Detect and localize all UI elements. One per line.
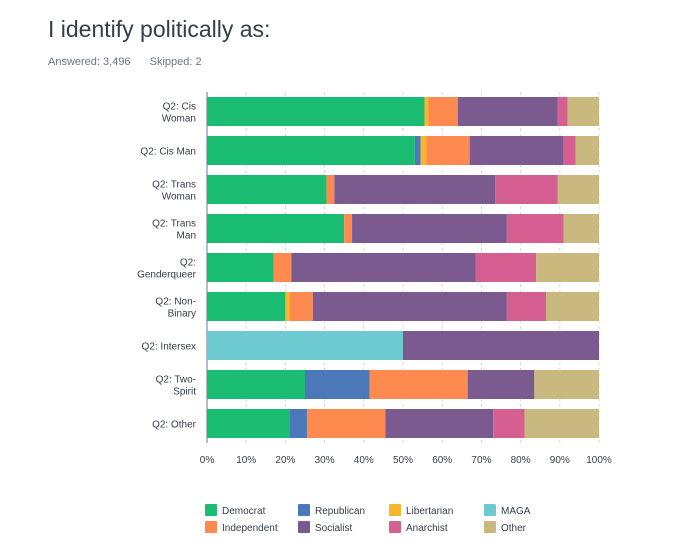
bar-segment: [207, 214, 345, 243]
legend-item: Independent: [205, 521, 278, 534]
bar-segment: [352, 214, 507, 243]
bar-segment: [467, 370, 535, 399]
bar-segment: [273, 253, 292, 282]
bar-segment: [306, 409, 386, 438]
bar-segment: [575, 136, 599, 165]
legend-item: Anarchist: [389, 521, 448, 534]
category-label: Q2: Cis Man: [140, 147, 196, 158]
bar-segment: [414, 136, 421, 165]
bar-segment: [207, 136, 415, 165]
bar-segment: [563, 214, 599, 243]
bar-segment: [534, 370, 599, 399]
bar-segment: [420, 136, 427, 165]
bar-segment: [207, 292, 286, 321]
legend-swatch: [389, 521, 401, 533]
bar-segment: [344, 214, 353, 243]
legend-swatch: [205, 504, 217, 516]
bar-segment: [557, 97, 568, 126]
bar-segment: [207, 97, 425, 126]
legend-item: MAGA: [484, 504, 530, 517]
category-label: Q2: Genderqueer: [137, 258, 197, 281]
bar-segment: [524, 409, 599, 438]
bar-segment: [457, 97, 558, 126]
legend-swatch: [484, 521, 496, 533]
page-title: I identify politically as:: [48, 16, 271, 42]
x-tick-label: 20%: [275, 455, 295, 466]
category-label: Q2: Cis Woman: [162, 102, 196, 125]
legend-label: Other: [501, 523, 527, 534]
skipped-count: Skipped: 2: [149, 56, 202, 68]
legend-label: Independent: [222, 523, 278, 534]
bar-segment: [493, 409, 525, 438]
category-label: Q2: Non-Binary: [155, 297, 196, 320]
legend-item: Other: [484, 521, 526, 534]
x-tick-label: 10%: [236, 455, 256, 466]
bar-segment: [207, 409, 290, 438]
legend-swatch: [484, 504, 496, 516]
legend-swatch: [205, 521, 217, 533]
bar-segment: [207, 331, 403, 360]
legend-label: Anarchist: [406, 523, 448, 534]
bar-segment: [546, 292, 599, 321]
x-tick-label: 80%: [511, 455, 531, 466]
legend-label: Republican: [315, 506, 366, 517]
category-label: Q2: Intersex: [142, 342, 196, 353]
x-tick-label: 100%: [586, 455, 612, 466]
bar-segment: [326, 175, 335, 204]
bar-segment: [536, 253, 599, 282]
bar-segment: [506, 292, 547, 321]
legend-item: Libertarian: [389, 504, 453, 517]
category-label: Q2: Trans Woman: [152, 180, 196, 203]
legend-label: Libertarian: [406, 506, 454, 517]
answered-count: Answered: 3,496: [48, 56, 131, 68]
category-label: Q2: Two-Spirit: [156, 375, 197, 398]
legend-swatch: [298, 521, 310, 533]
stacked-bar-chart: 0% 10% 20% 30% 40% 50% 60% 70% 80% 90% 100% Q2: Cis…: [137, 92, 612, 466]
bar-segment: [506, 214, 564, 243]
bar-segment: [495, 175, 558, 204]
bar-segment: [312, 292, 507, 321]
x-tick-label: 30%: [315, 455, 335, 466]
bar-segment: [285, 292, 290, 321]
bar-segment: [424, 97, 429, 126]
bar-segment: [563, 136, 576, 165]
legend-swatch: [298, 504, 310, 516]
legend-item: Republican: [298, 504, 365, 517]
bar-segment: [291, 253, 476, 282]
legend-swatch: [389, 504, 401, 516]
x-tick-label: 0%: [200, 455, 215, 466]
bar-segment: [207, 370, 305, 399]
bar-segment: [475, 253, 537, 282]
x-tick-label: 40%: [354, 455, 374, 466]
bar-segment: [334, 175, 496, 204]
x-tick-label: 90%: [550, 455, 570, 466]
x-tick-label: 60%: [432, 455, 452, 466]
bar-segment: [207, 175, 327, 204]
bar-segment: [426, 136, 470, 165]
legend-item: Democrat: [205, 504, 265, 517]
legend-label: Socialist: [315, 523, 353, 534]
legend-item: Socialist: [298, 521, 352, 534]
bar-segment: [289, 409, 307, 438]
bar-segment: [207, 253, 274, 282]
bar-segment: [428, 97, 458, 126]
legend-label: Democrat: [222, 506, 266, 517]
response-stats: Answered: 3,496 Skipped: 2: [48, 56, 218, 68]
bar-segment: [305, 370, 370, 399]
x-tick-label: 50%: [393, 455, 413, 466]
bar-segment: [289, 292, 313, 321]
category-label: Q2: Other: [152, 420, 197, 431]
bar-segment: [469, 136, 564, 165]
category-label: Q2: Trans Man: [152, 219, 196, 242]
legend-label: MAGA: [501, 506, 531, 517]
bar-segment: [403, 331, 599, 360]
bar-segment: [369, 370, 468, 399]
x-tick-label: 70%: [471, 455, 491, 466]
bar-segment: [557, 175, 599, 204]
bar-segment: [385, 409, 494, 438]
bar-segment: [567, 97, 599, 126]
